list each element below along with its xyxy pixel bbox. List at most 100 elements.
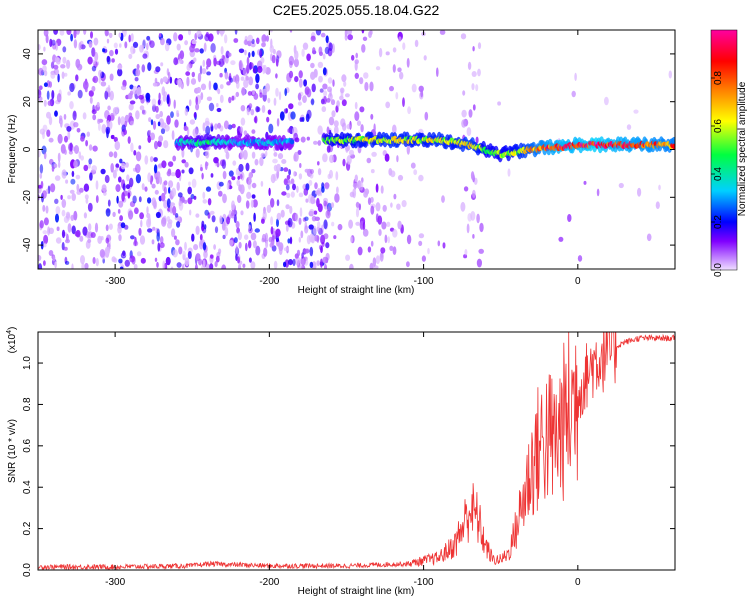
heatmap-cell xyxy=(294,76,299,83)
heatmap-cell xyxy=(288,169,291,176)
heatmap-cell xyxy=(172,249,178,258)
heatmap-cell xyxy=(160,78,164,85)
heatmap-cell xyxy=(148,129,152,135)
heatmap-cell xyxy=(228,52,232,57)
heatmap-cell xyxy=(112,211,116,217)
heatmap-cell xyxy=(305,113,310,122)
heatmap-cell xyxy=(108,223,113,230)
heatmap-cell xyxy=(237,175,240,180)
heatmap-cell xyxy=(140,219,143,228)
heatmap-cell xyxy=(273,152,278,157)
heatmap-cell xyxy=(222,193,227,204)
heatmap-cell xyxy=(221,54,225,60)
heatmap-cell xyxy=(196,30,202,37)
ridge-core xyxy=(289,139,295,145)
heatmap-cell xyxy=(402,42,406,50)
heatmap-cell xyxy=(155,105,159,113)
heatmap-cell xyxy=(60,194,63,200)
heatmap-cell xyxy=(288,70,294,79)
heatmap-cell xyxy=(328,116,335,126)
heatmap-cell xyxy=(176,181,180,191)
heatmap-cell xyxy=(161,160,167,169)
heatmap-cell xyxy=(497,101,501,106)
heatmap-cell xyxy=(369,30,373,35)
heatmap-cell xyxy=(402,97,405,108)
heatmap-cell xyxy=(354,174,358,183)
heatmap-cell xyxy=(263,247,268,257)
heatmap-cell xyxy=(213,82,218,91)
heatmap-cell xyxy=(392,246,397,256)
heatmap-cell xyxy=(313,210,318,215)
heatmap-cell xyxy=(170,111,174,118)
heatmap-cell xyxy=(73,39,78,49)
heatmap-cell xyxy=(159,110,163,118)
heatmap-cell xyxy=(278,91,282,101)
heatmap-cell xyxy=(51,165,55,172)
heatmap-cell xyxy=(219,215,223,225)
heatmap-cell xyxy=(128,53,133,60)
heatmap-cell xyxy=(38,89,42,99)
heatmap-cell xyxy=(114,140,121,151)
heatmap-cell xyxy=(50,61,55,69)
heatmap-cell xyxy=(392,47,397,53)
heatmap-cell xyxy=(39,172,43,179)
heatmap-cell xyxy=(234,30,238,35)
heatmap-cell xyxy=(151,183,156,189)
heatmap-cell xyxy=(270,216,274,226)
heatmap-cell xyxy=(95,258,99,267)
heatmap-cell xyxy=(479,222,484,233)
heatmap-cell xyxy=(436,67,439,77)
heatmap-cell xyxy=(77,89,83,99)
heatmap-cell xyxy=(397,220,402,230)
heatmap-cell xyxy=(249,61,252,71)
heatmap-cell xyxy=(355,207,360,218)
heatmap-cell xyxy=(135,68,141,77)
heatmap-cell xyxy=(42,124,48,132)
heatmap-cell xyxy=(255,245,261,256)
heatmap-cell xyxy=(207,198,212,206)
heatmap-cell xyxy=(255,37,260,45)
heatmap-cell xyxy=(247,91,252,96)
heatmap-cell xyxy=(155,113,161,120)
heatmap-cell xyxy=(173,99,176,109)
heatmap-cell xyxy=(333,120,339,128)
heatmap-cell xyxy=(244,49,247,56)
heatmap-cell xyxy=(183,199,188,204)
heatmap-cell xyxy=(369,262,374,269)
heatmap-cell xyxy=(129,100,136,105)
heatmap-cell xyxy=(297,264,303,269)
heatmap-cell xyxy=(116,195,119,204)
heatmap-cell xyxy=(304,168,310,173)
heatmap-cell xyxy=(198,239,204,250)
heatmap-cell xyxy=(87,238,92,244)
heatmap-cell xyxy=(375,66,381,71)
heatmap-cell xyxy=(45,34,49,44)
heatmap-cell xyxy=(155,211,161,219)
heatmap-cell xyxy=(344,30,348,38)
heatmap-cell xyxy=(191,39,197,45)
heatmap-cell xyxy=(297,92,302,101)
heatmap-cell xyxy=(311,83,316,93)
heatmap-cell xyxy=(413,169,418,176)
heatmap-cell xyxy=(318,75,323,83)
heatmap-cell xyxy=(467,61,472,70)
heatmap-cell xyxy=(188,30,191,36)
heatmap-cell xyxy=(163,180,168,186)
heatmap-cell xyxy=(655,201,660,209)
heatmap-cell xyxy=(301,252,304,259)
heatmap-cell xyxy=(328,42,333,51)
heatmap-cell xyxy=(321,106,327,113)
heatmap-cell xyxy=(168,71,171,81)
heatmap-cell xyxy=(330,99,336,106)
heatmap-cell xyxy=(303,79,307,87)
heatmap-cell xyxy=(233,237,238,244)
heatmap-cell xyxy=(268,187,271,196)
heatmap-cell xyxy=(351,54,355,61)
heatmap-cell xyxy=(275,87,279,97)
heatmap-cell xyxy=(317,140,322,146)
heatmap-cell xyxy=(163,199,168,209)
heatmap-cell xyxy=(292,183,296,191)
heatmap-cell xyxy=(202,199,208,204)
heatmap-cell xyxy=(117,225,122,234)
